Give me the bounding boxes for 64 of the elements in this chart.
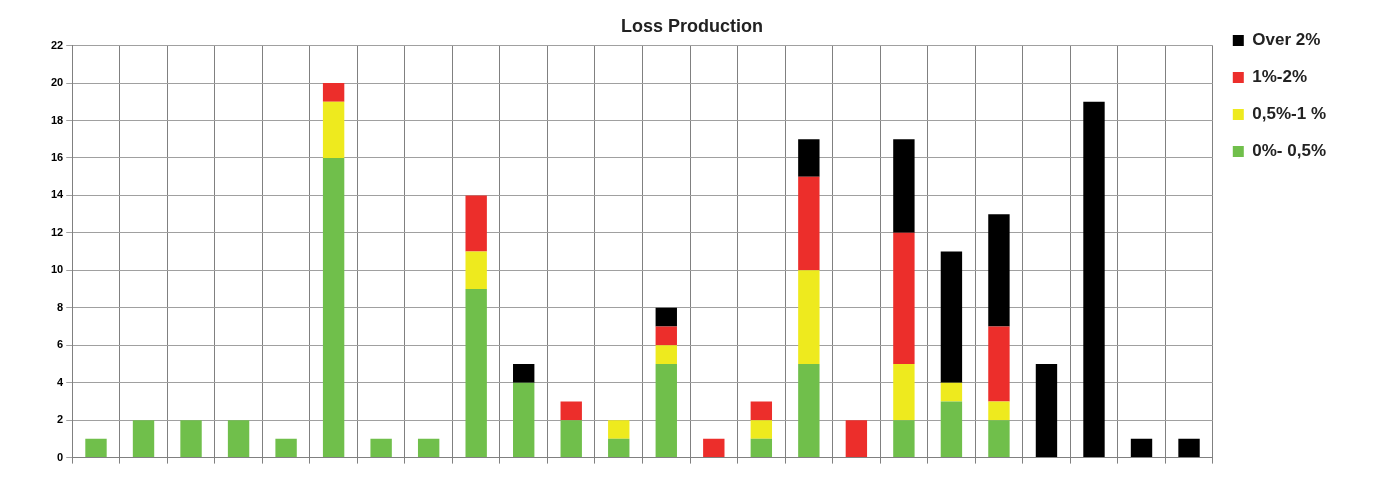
- y-tick-label: 4: [57, 375, 65, 388]
- bar: [655, 345, 677, 364]
- y-tick-label: 0: [57, 450, 64, 463]
- bar: [798, 176, 820, 271]
- bar: [560, 401, 582, 421]
- bar: [322, 101, 345, 158]
- bar: [560, 420, 582, 458]
- bar: [893, 232, 915, 364]
- bar: [227, 420, 250, 458]
- bar: [370, 438, 392, 458]
- y-tick-label: 22: [50, 38, 64, 51]
- y-tick-label: 20: [50, 76, 64, 89]
- y-tick-label: 8: [57, 300, 64, 313]
- bar: [465, 289, 487, 458]
- bar: [417, 438, 440, 458]
- y-tick-label: 14: [50, 188, 65, 201]
- bar: [940, 401, 963, 458]
- y-tick-label: 2: [57, 413, 64, 426]
- bar: [513, 363, 535, 383]
- bar: [940, 251, 963, 383]
- bar: [275, 438, 297, 458]
- legend-label: Over 2%: [1252, 30, 1321, 50]
- bar: [893, 420, 915, 458]
- bar: [1035, 363, 1058, 458]
- bar: [1130, 438, 1153, 458]
- bar: [750, 438, 773, 458]
- bar: [465, 195, 487, 252]
- bar: [798, 270, 820, 364]
- legend-label: 0%- 0,5%: [1252, 141, 1326, 161]
- bar: [893, 139, 915, 233]
- bar: [703, 438, 725, 458]
- bar: [988, 214, 1010, 327]
- bar: [465, 251, 487, 290]
- bar: [608, 438, 630, 458]
- bar: [798, 139, 820, 177]
- bar: [750, 420, 773, 439]
- bar: [180, 420, 202, 458]
- bar: [1178, 438, 1200, 458]
- legend-label: 0,5%-1 %: [1252, 104, 1326, 124]
- bar: [655, 363, 677, 458]
- bar: [132, 420, 155, 458]
- bar: [608, 420, 630, 439]
- bar: [988, 401, 1010, 421]
- bar: [322, 157, 345, 458]
- bar: [845, 420, 868, 458]
- y-tick-label: 10: [50, 263, 64, 276]
- bar: [655, 326, 677, 346]
- bar: [893, 363, 915, 421]
- bar: [85, 438, 107, 458]
- bar: [750, 401, 773, 421]
- bar: [988, 420, 1010, 458]
- y-tick-label: 12: [50, 225, 64, 238]
- bar: [513, 382, 535, 458]
- bar: [322, 83, 345, 102]
- bar: [988, 326, 1010, 402]
- y-tick-label: 6: [57, 338, 64, 351]
- y-tick-label: 18: [50, 113, 64, 126]
- bar: [1083, 101, 1105, 458]
- chart-title: Loss Production: [620, 15, 764, 36]
- bar: [798, 363, 820, 458]
- bar: [655, 307, 677, 327]
- legend-label: 1%-2%: [1252, 67, 1308, 87]
- bar: [940, 382, 963, 402]
- y-tick-label: 16: [50, 150, 64, 163]
